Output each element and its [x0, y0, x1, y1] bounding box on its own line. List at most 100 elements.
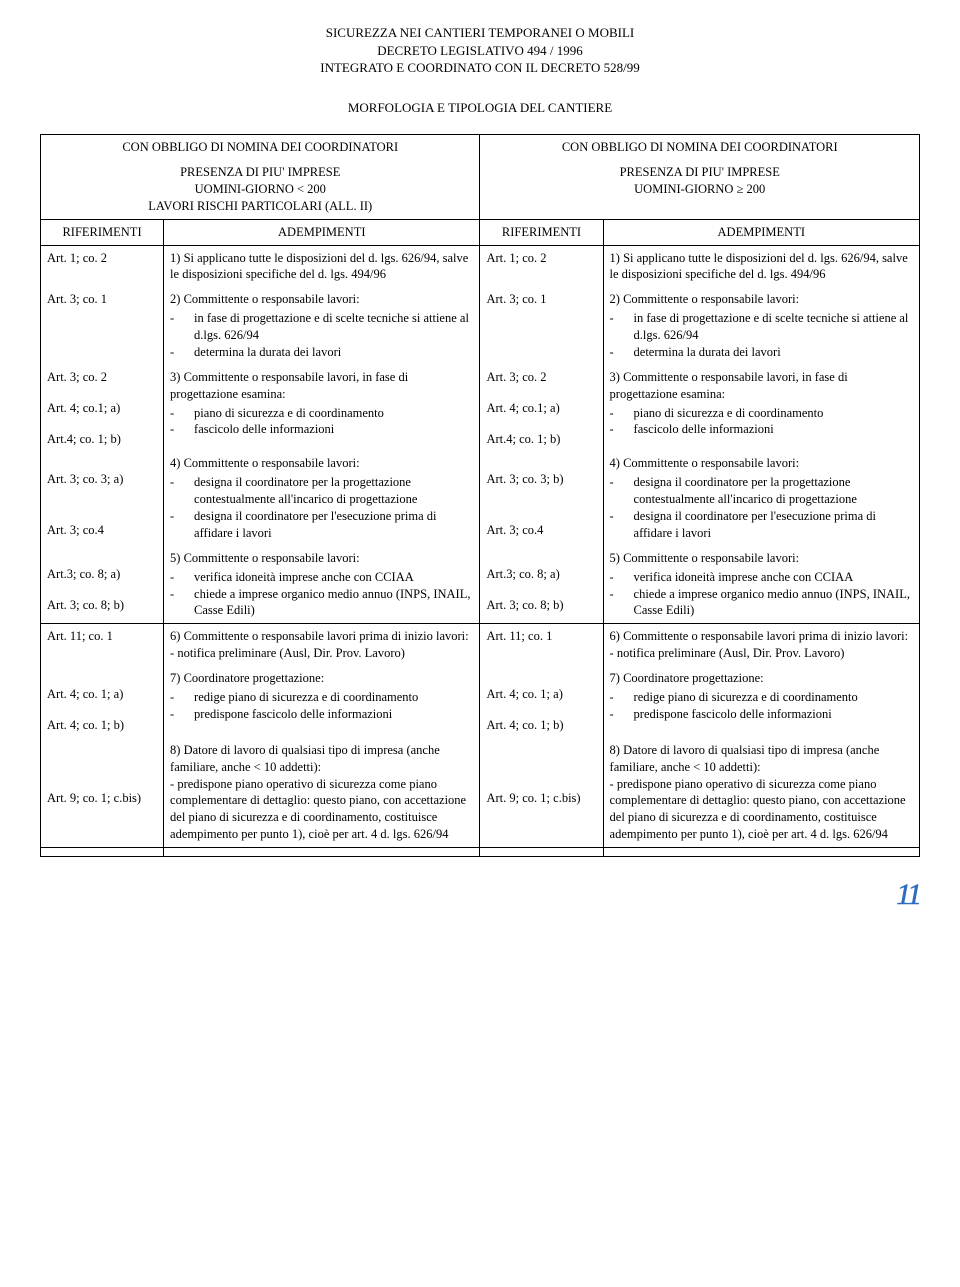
table-row: Art. 3; co. 1 2) Committente o responsab… — [41, 287, 920, 365]
list-item: designa il coordinatore per l'esecuzione… — [610, 508, 913, 542]
table-row: Art. 4; co. 1; a) Art. 4; co. 1; b) 7) C… — [41, 666, 920, 738]
right-presence-2: UOMINI-GIORNO ≥ 200 — [486, 181, 913, 198]
ref-line: Art. 3; co.4 — [486, 522, 596, 539]
list-item: redige piano di sicurezza e di coordinam… — [170, 689, 473, 706]
adm-head: 3) Committente o responsabile lavori, in… — [610, 369, 913, 403]
ref-line: Art. 4; co. 1; b) — [47, 717, 157, 734]
ref-cell: Art. 11; co. 1 — [480, 624, 603, 666]
ref-line: Art. 4; co.1; a) — [47, 400, 157, 417]
list-item: chiede a imprese organico medio annuo (I… — [610, 586, 913, 620]
table-row: Art. 3; co. 3; a) Art. 3; co.4 4) Commit… — [41, 451, 920, 545]
ref-cell: Art. 3; co. 2 Art. 4; co.1; a) Art.4; co… — [41, 365, 164, 452]
list-item: designa il coordinatore per l'esecuzione… — [170, 508, 473, 542]
adm-cell: 8) Datore di lavoro di qualsiasi tipo di… — [603, 738, 919, 848]
list-item: determina la durata dei lavori — [610, 344, 913, 361]
adm-head: 3) Committente o responsabile lavori, in… — [170, 369, 473, 403]
right-presence-1: PRESENZA DI PIU' IMPRESE — [486, 164, 913, 181]
document-header: SICUREZZA NEI CANTIERI TEMPORANEI O MOBI… — [40, 24, 920, 77]
main-table: CON OBBLIGO DI NOMINA DEI COORDINATORI C… — [40, 134, 920, 857]
list-item: verifica idoneità imprese anche con CCIA… — [170, 569, 473, 586]
table-row: Art. 11; co. 1 6) Committente o responsa… — [41, 624, 920, 666]
table-row: Art.3; co. 8; a) Art. 3; co. 8; b) 5) Co… — [41, 546, 920, 624]
ref-line: Art. 3; co. 8; b) — [47, 597, 157, 614]
adm-head: 2) Committente o responsabile lavori: — [170, 291, 473, 308]
adm-cell: 4) Committente o responsabile lavori: de… — [164, 451, 480, 545]
left-ref-head: RIFERIMENTI — [41, 219, 164, 245]
ref-cell: Art. 9; co. 1; c.bis) — [41, 738, 164, 848]
table-row: Art. 9; co. 1; c.bis) 8) Datore di lavor… — [41, 738, 920, 848]
ref-line: Art. 9; co. 1; c.bis) — [486, 790, 596, 807]
list-item: verifica idoneità imprese anche con CCIA… — [610, 569, 913, 586]
ref-line: Art. 4; co. 1; a) — [486, 686, 596, 703]
adm-cell: 4) Committente o responsabile lavori: de… — [603, 451, 919, 545]
list-item: in fase di progettazione e di scelte tec… — [170, 310, 473, 344]
right-adm-head: ADEMPIMENTI — [603, 219, 919, 245]
ref-cell: Art.3; co. 8; a) Art. 3; co. 8; b) — [480, 546, 603, 624]
ref-cell: Art. 3; co. 2 Art. 4; co.1; a) Art.4; co… — [480, 365, 603, 452]
adm-cell: 5) Committente o responsabile lavori: ve… — [603, 546, 919, 624]
ref-line: Art. 3; co. 2 — [47, 369, 157, 386]
ref-line: Art. 3; co. 8; b) — [486, 597, 596, 614]
left-col-head: CON OBBLIGO DI NOMINA DEI COORDINATORI — [41, 135, 480, 160]
list-item: chiede a imprese organico medio annuo (I… — [170, 586, 473, 620]
ref-cell: Art. 1; co. 2 — [41, 245, 164, 287]
page-footer: 11 — [40, 875, 920, 916]
adm-cell: 3) Committente o responsabile lavori, in… — [603, 365, 919, 452]
list-item: designa il coordinatore per la progettaz… — [170, 474, 473, 508]
adm-cell: 2) Committente o responsabile lavori: in… — [603, 287, 919, 365]
left-presence-3: LAVORI RISCHI PARTICOLARI (ALL. II) — [47, 198, 473, 215]
adm-head: 5) Committente o responsabile lavori: — [170, 550, 473, 567]
header-line-1: SICUREZZA NEI CANTIERI TEMPORANEI O MOBI… — [40, 24, 920, 42]
ref-cell: Art. 3; co. 3; a) Art. 3; co.4 — [41, 451, 164, 545]
adm-head: 7) Coordinatore progettazione: — [170, 670, 473, 687]
left-presence-1: PRESENZA DI PIU' IMPRESE — [47, 164, 473, 181]
ref-line: Art.3; co. 8; a) — [486, 566, 596, 583]
table-row: Art. 1; co. 2 1) Si applicano tutte le d… — [41, 245, 920, 287]
header-line-3: INTEGRATO E COORDINATO CON IL DECRETO 52… — [40, 59, 920, 77]
ref-line: Art. 3; co.4 — [47, 522, 157, 539]
adm-cell: 1) Si applicano tutte le disposizioni de… — [603, 245, 919, 287]
list-item: piano di sicurezza e di coordinamento — [610, 405, 913, 422]
adm-cell: 6) Committente o responsabile lavori pri… — [603, 624, 919, 666]
left-adm-head: ADEMPIMENTI — [164, 219, 480, 245]
adm-cell: 6) Committente o responsabile lavori pri… — [164, 624, 480, 666]
ref-cell: Art. 3; co. 1 — [41, 287, 164, 365]
right-presence: PRESENZA DI PIU' IMPRESE UOMINI-GIORNO ≥… — [480, 160, 920, 219]
list-item: piano di sicurezza e di coordinamento — [170, 405, 473, 422]
right-ref-head: RIFERIMENTI — [480, 219, 603, 245]
adm-cell: 7) Coordinatore progettazione: redige pi… — [164, 666, 480, 738]
ref-cell: Art. 1; co. 2 — [480, 245, 603, 287]
header-line-2: DECRETO LEGISLATIVO 494 / 1996 — [40, 42, 920, 60]
ref-cell: Art. 4; co. 1; a) Art. 4; co. 1; b) — [480, 666, 603, 738]
ref-line: Art.4; co. 1; b) — [47, 431, 157, 448]
adm-cell: 8) Datore di lavoro di qualsiasi tipo di… — [164, 738, 480, 848]
list-item: designa il coordinatore per la progettaz… — [610, 474, 913, 508]
list-item: predispone fascicolo delle informazioni — [170, 706, 473, 723]
adm-cell: 5) Committente o responsabile lavori: ve… — [164, 546, 480, 624]
ref-line: Art. 4; co.1; a) — [486, 400, 596, 417]
ref-cell: Art.3; co. 8; a) Art. 3; co. 8; b) — [41, 546, 164, 624]
adm-cell: 2) Committente o responsabile lavori: in… — [164, 287, 480, 365]
ref-cell: Art. 3; co. 1 — [480, 287, 603, 365]
ref-line: Art. 4; co. 1; b) — [486, 717, 596, 734]
adm-head: 5) Committente o responsabile lavori: — [610, 550, 913, 567]
list-item: fascicolo delle informazioni — [170, 421, 473, 438]
adm-cell: 1) Si applicano tutte le disposizioni de… — [164, 245, 480, 287]
table-row: Art. 3; co. 2 Art. 4; co.1; a) Art.4; co… — [41, 365, 920, 452]
ref-line: Art. 3; co. 2 — [486, 369, 596, 386]
adm-head: 7) Coordinatore progettazione: — [610, 670, 913, 687]
ref-cell: Art. 3; co. 3; b) Art. 3; co.4 — [480, 451, 603, 545]
table-row-empty — [41, 848, 920, 857]
ref-line: Art. 3; co. 3; a) — [47, 471, 157, 488]
list-item: redige piano di sicurezza e di coordinam… — [610, 689, 913, 706]
right-col-head: CON OBBLIGO DI NOMINA DEI COORDINATORI — [480, 135, 920, 160]
ref-line: Art.4; co. 1; b) — [486, 431, 596, 448]
adm-head: 4) Committente o responsabile lavori: — [610, 455, 913, 472]
ref-line: Art.3; co. 8; a) — [47, 566, 157, 583]
adm-head: 4) Committente o responsabile lavori: — [170, 455, 473, 472]
left-presence: PRESENZA DI PIU' IMPRESE UOMINI-GIORNO <… — [41, 160, 480, 219]
section-title: MORFOLOGIA E TIPOLOGIA DEL CANTIERE — [40, 99, 920, 117]
ref-line: Art. 9; co. 1; c.bis) — [47, 790, 157, 807]
adm-cell: 7) Coordinatore progettazione: redige pi… — [603, 666, 919, 738]
left-presence-2: UOMINI-GIORNO < 200 — [47, 181, 473, 198]
